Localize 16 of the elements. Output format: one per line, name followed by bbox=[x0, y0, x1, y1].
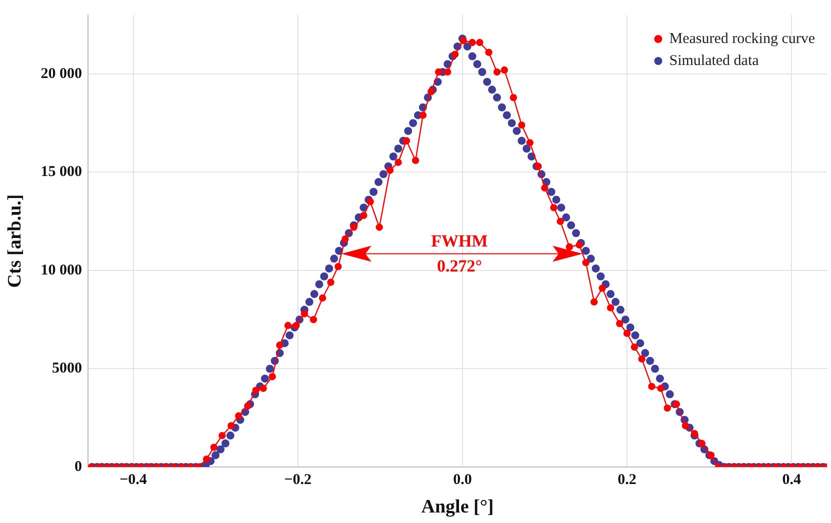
annotation: 0.272° bbox=[436, 256, 482, 276]
y-tick-label: 20 000 bbox=[40, 66, 82, 82]
y-tick-label: 0 bbox=[74, 458, 82, 475]
x-tick-label: 0.2 bbox=[618, 472, 636, 488]
y-tick-label: 5000 bbox=[52, 360, 82, 377]
x-tick-label: 0.0 bbox=[453, 472, 472, 488]
x-axis-title: Angle [°] bbox=[421, 496, 494, 518]
x-tick-label: −0.2 bbox=[284, 472, 312, 488]
legend-label: Simulated data bbox=[669, 52, 760, 69]
x-tick-label: −0.4 bbox=[120, 472, 148, 488]
x-tick-label: 0.4 bbox=[782, 472, 802, 488]
y-tick-label: 10 000 bbox=[40, 262, 82, 278]
legend-label: Measured rocking curve bbox=[669, 30, 816, 47]
y-tick-label: 15 000 bbox=[40, 164, 82, 180]
y-axis-title: Cts [arb.u.] bbox=[4, 194, 26, 288]
annotation: FWHM bbox=[431, 232, 488, 251]
